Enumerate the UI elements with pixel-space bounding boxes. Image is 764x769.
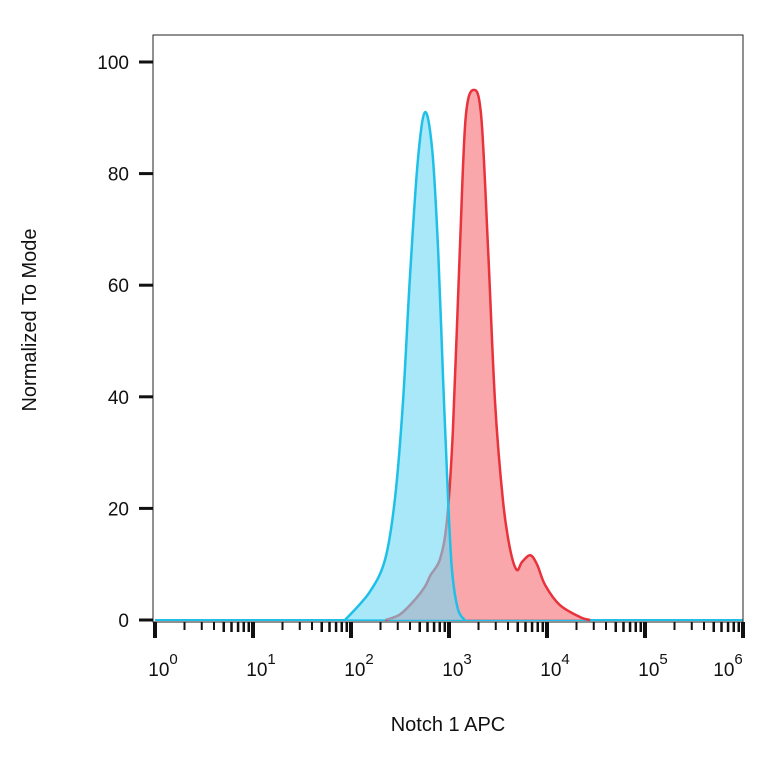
x-minor-tick [605, 622, 608, 630]
y-tick-label: 100 [97, 53, 129, 74]
x-minor-tick [281, 622, 284, 630]
y-tick-label: 20 [108, 499, 129, 520]
x-minor-tick [418, 622, 421, 632]
y-major-tick [139, 60, 153, 64]
x-minor-tick [516, 622, 519, 632]
x-minor-tick [524, 622, 527, 632]
x-minor-tick [213, 622, 216, 630]
x-minor-tick [622, 622, 625, 632]
x-axis-label: Notch 1 APC [391, 714, 506, 736]
x-tick-label: 104 [540, 651, 569, 681]
x-minor-tick [328, 622, 331, 632]
x-major-tick [447, 622, 451, 638]
y-tick-label: 80 [108, 165, 129, 186]
y-tick-label: 40 [108, 388, 129, 409]
x-minor-tick [334, 622, 338, 632]
x-minor-tick [200, 622, 203, 630]
x-minor-tick [222, 622, 225, 632]
x-minor-tick [536, 622, 540, 632]
x-minor-tick [634, 622, 638, 632]
x-minor-tick [720, 622, 723, 632]
x-minor-tick [311, 622, 314, 630]
x-tick-label: 100 [148, 651, 177, 681]
x-tick-label: 101 [246, 651, 275, 681]
y-axis-label: Normalized To Mode [19, 228, 41, 411]
x-minor-tick [320, 622, 323, 632]
x-minor-tick [432, 622, 436, 632]
series-1-fill [345, 112, 465, 620]
x-minor-tick [426, 622, 429, 632]
x-minor-tick [690, 622, 693, 630]
x-minor-tick [247, 622, 251, 632]
y-tick-label: 60 [108, 276, 129, 297]
x-minor-tick [726, 622, 730, 632]
x-minor-tick [477, 622, 480, 630]
x-minor-tick [183, 622, 186, 630]
x-minor-tick [673, 622, 676, 630]
y-axis: 0 20 40 60 80 100 [97, 53, 153, 632]
x-major-tick [643, 622, 647, 638]
x-minor-tick [575, 622, 578, 630]
x-minor-tick [703, 622, 706, 630]
x-minor-tick [507, 622, 510, 630]
y-major-tick [139, 395, 153, 399]
y-major-tick [139, 618, 153, 622]
x-minor-tick [614, 622, 617, 632]
x-minor-tick [732, 622, 736, 632]
x-minor-tick [340, 622, 344, 632]
x-minor-tick [438, 622, 442, 632]
y-tick-label: 0 [118, 611, 129, 632]
x-major-tick [741, 622, 745, 638]
y-major-tick [139, 283, 153, 287]
x-minor-tick [530, 622, 534, 632]
x-major-tick [545, 622, 549, 638]
y-major-tick [139, 506, 153, 510]
x-minor-tick [345, 622, 349, 632]
x-minor-tick [592, 622, 595, 630]
x-minor-tick [737, 622, 741, 632]
x-minor-tick [242, 622, 246, 632]
x-major-tick [251, 622, 255, 638]
x-minor-tick [712, 622, 715, 632]
x-minor-tick [494, 622, 497, 630]
x-minor-tick [298, 622, 301, 630]
x-minor-tick [236, 622, 240, 632]
x-tick-label: 105 [638, 651, 667, 681]
x-minor-tick [379, 622, 382, 630]
x-major-tick [349, 622, 353, 638]
series-0-fill [385, 89, 591, 620]
series-layer [155, 88, 743, 622]
x-minor-tick [541, 622, 545, 632]
x-major-tick [153, 622, 157, 638]
x-minor-tick [396, 622, 399, 630]
x-tick-label: 106 [713, 651, 742, 681]
x-axis: 100 101 102 103 104 105 106 [148, 622, 745, 681]
x-minor-tick [443, 622, 447, 632]
x-minor-tick [628, 622, 632, 632]
x-tick-label: 103 [442, 651, 471, 681]
x-minor-tick [409, 622, 412, 630]
x-minor-tick [230, 622, 233, 632]
x-tick-label: 102 [344, 651, 373, 681]
series-1-line [344, 110, 466, 621]
y-major-tick [139, 172, 153, 176]
x-minor-tick [639, 622, 643, 632]
